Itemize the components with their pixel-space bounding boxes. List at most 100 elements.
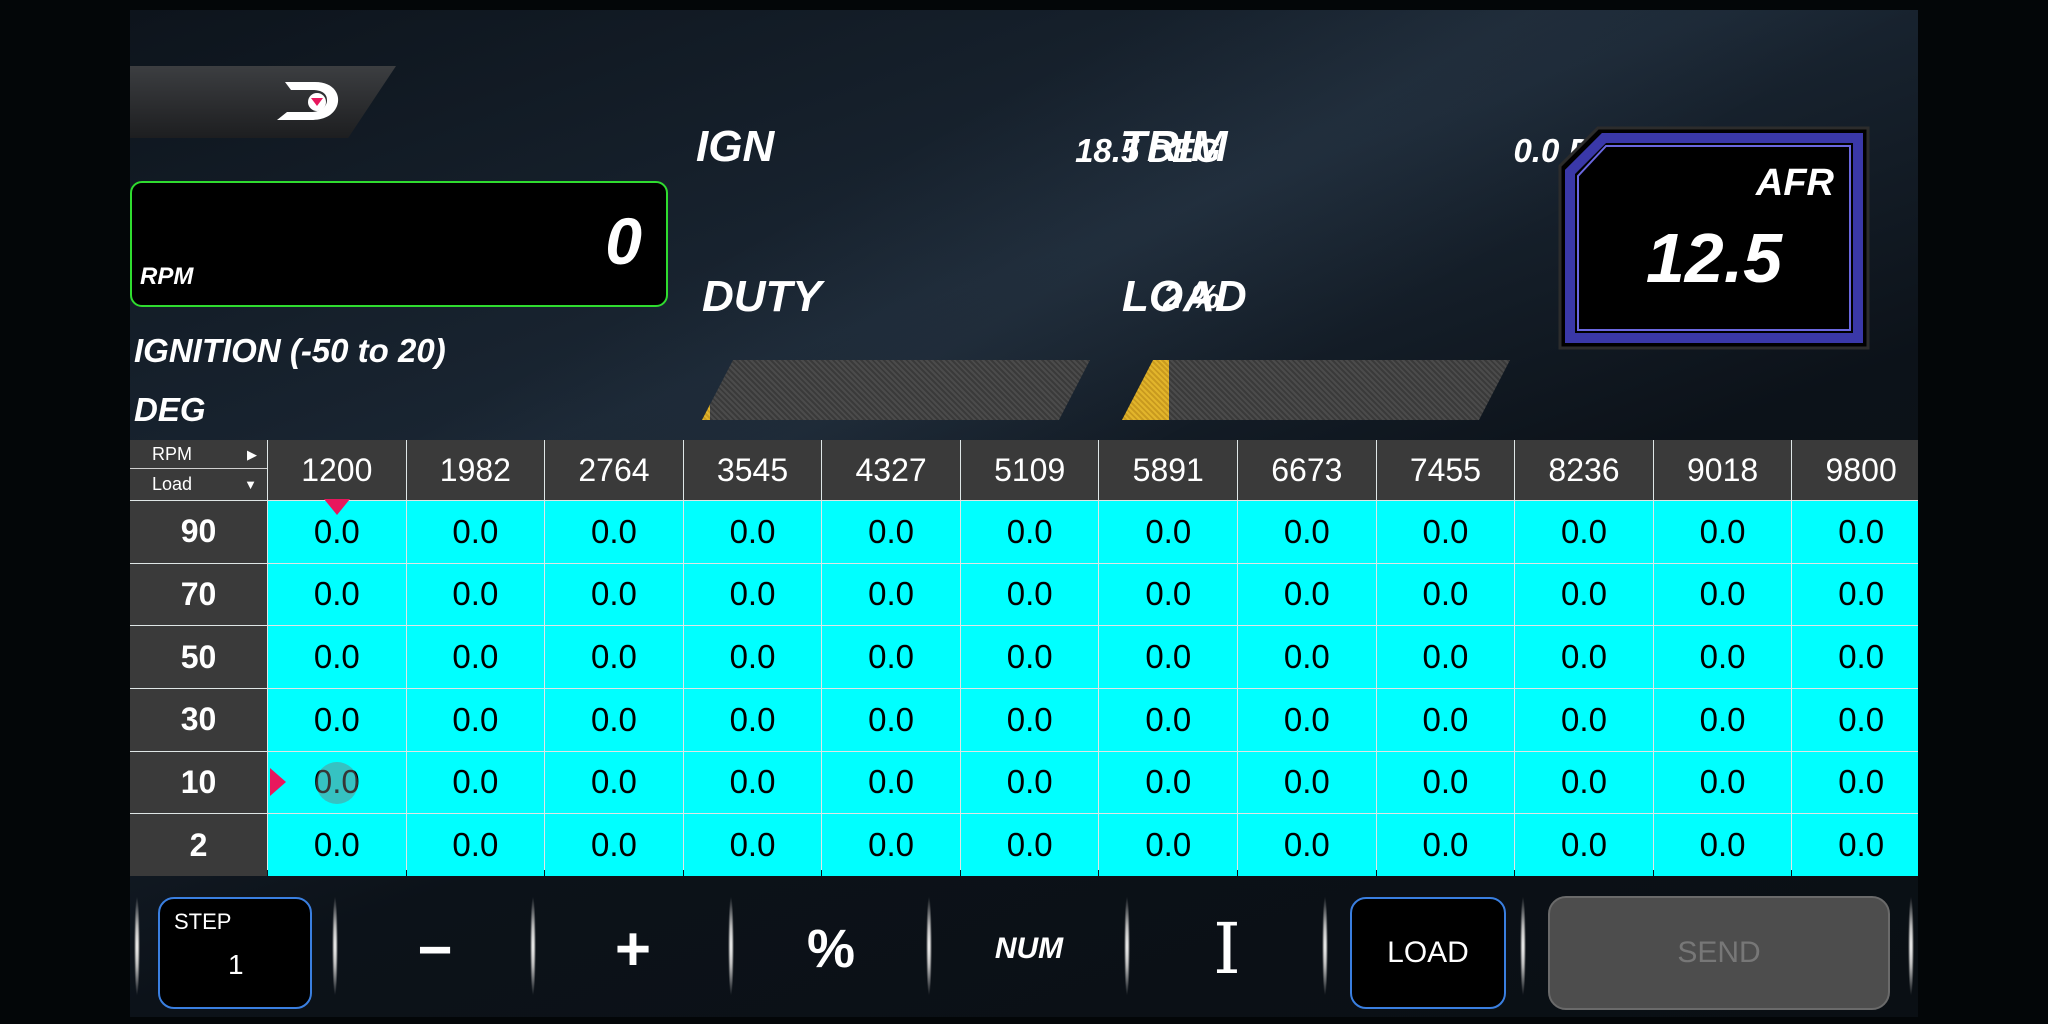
table-cell[interactable]: 0.0 bbox=[683, 626, 822, 688]
table-cell[interactable]: 0.0 bbox=[1653, 501, 1792, 563]
table-cell[interactable]: 0.0 bbox=[1515, 501, 1653, 563]
table-cell[interactable]: 0.0 bbox=[683, 814, 822, 876]
table-cell[interactable]: 0.0 bbox=[1376, 688, 1515, 751]
rpm-column-header[interactable]: 2764 bbox=[545, 440, 683, 500]
table-cell[interactable]: 0.0 bbox=[1099, 688, 1238, 751]
rpm-column-header[interactable]: 1200 bbox=[268, 440, 406, 500]
table-cell[interactable]: 0.0 bbox=[822, 626, 960, 688]
table-cell[interactable]: 0.0 bbox=[268, 499, 406, 563]
table-cell[interactable]: 0.0 bbox=[960, 751, 1099, 814]
table-cell[interactable]: 0.0 bbox=[1376, 751, 1515, 814]
rpm-column-header[interactable]: 6673 bbox=[1238, 440, 1376, 500]
rpm-column-header[interactable]: 4327 bbox=[822, 440, 960, 500]
table-cell[interactable]: 0.0 bbox=[960, 688, 1099, 751]
table-cell[interactable]: 0.0 bbox=[1515, 563, 1653, 626]
table-cell[interactable]: 0.0 bbox=[822, 814, 960, 876]
table-cell[interactable]: 0.0 bbox=[406, 688, 545, 751]
table-cell[interactable]: 0.0 bbox=[545, 626, 683, 688]
table-cell[interactable]: 0.0 bbox=[960, 563, 1099, 626]
table-cell[interactable]: 0.0 bbox=[545, 563, 683, 626]
table-cell[interactable]: 0.0 bbox=[406, 626, 545, 688]
rpm-column-header[interactable]: 1982 bbox=[406, 440, 545, 500]
table-cell[interactable]: 0.0 bbox=[268, 814, 406, 876]
table-cell[interactable]: 0.0 bbox=[1653, 626, 1792, 688]
table-cell[interactable]: 0.0 bbox=[1515, 814, 1653, 876]
table-cell[interactable]: 0.0 bbox=[268, 688, 406, 751]
percent-button[interactable]: % bbox=[806, 919, 855, 979]
table-cell[interactable]: 0.0 bbox=[1653, 688, 1792, 751]
table-cell[interactable]: 0.0 bbox=[545, 751, 683, 814]
table-cell[interactable]: 0.0 bbox=[545, 688, 683, 751]
table-cell[interactable]: 0.0 bbox=[1376, 814, 1515, 876]
table-cell[interactable]: 0.0 bbox=[545, 501, 683, 563]
table-cell[interactable]: 0.0 bbox=[1792, 814, 1918, 876]
logo-tab[interactable] bbox=[130, 66, 396, 138]
table-cell[interactable]: 0.0 bbox=[683, 751, 822, 814]
table-cell[interactable]: 0.0 bbox=[1238, 563, 1376, 626]
table-cell[interactable]: 0.0 bbox=[960, 814, 1099, 876]
load-axis-selector[interactable]: Load ▼ bbox=[130, 470, 267, 499]
table-cell[interactable]: 0.0 bbox=[1238, 626, 1376, 688]
table-cell[interactable]: 0.0 bbox=[1792, 751, 1918, 814]
table-cell[interactable]: 0.0 bbox=[683, 688, 822, 751]
load-row-header[interactable]: 70 bbox=[130, 563, 267, 626]
load-row-header[interactable]: 50 bbox=[130, 626, 267, 688]
table-cell[interactable]: 0.0 bbox=[1376, 501, 1515, 563]
table-cell[interactable]: 0.0 bbox=[822, 563, 960, 626]
table-cell[interactable]: 0.0 bbox=[1376, 563, 1515, 626]
rpm-column-header[interactable]: 9800 bbox=[1792, 440, 1918, 500]
table-cell[interactable]: 0.0 bbox=[1099, 626, 1238, 688]
table-cell[interactable]: 0.0 bbox=[1099, 751, 1238, 814]
table-cell[interactable]: 0.0 bbox=[1653, 563, 1792, 626]
rpm-column-header[interactable]: 9018 bbox=[1653, 440, 1792, 500]
table-cell[interactable]: 0.0 bbox=[1376, 626, 1515, 688]
table-cell[interactable]: 0.0 bbox=[1099, 814, 1238, 876]
table-cell[interactable]: 0.0 bbox=[268, 751, 406, 814]
table-cell[interactable]: 0.0 bbox=[1099, 563, 1238, 626]
rpm-axis-selector[interactable]: RPM ▶ bbox=[130, 440, 267, 469]
table-cell[interactable]: 0.0 bbox=[1653, 751, 1792, 814]
table-cell[interactable]: 0.0 bbox=[683, 563, 822, 626]
table-cell[interactable]: 0.0 bbox=[1653, 814, 1792, 876]
interpolate-button[interactable]: I bbox=[1213, 908, 1241, 990]
rpm-column-header[interactable]: 5109 bbox=[960, 440, 1099, 500]
table-cell[interactable]: 0.0 bbox=[406, 751, 545, 814]
table-cell[interactable]: 0.0 bbox=[406, 814, 545, 876]
send-button[interactable]: SEND bbox=[1548, 896, 1890, 1010]
table-cell[interactable]: 0.0 bbox=[1238, 501, 1376, 563]
load-row-header[interactable]: 90 bbox=[130, 501, 267, 563]
table-cell[interactable]: 0.0 bbox=[1238, 814, 1376, 876]
increment-button[interactable]: + bbox=[614, 914, 652, 984]
table-cell[interactable]: 0.0 bbox=[268, 563, 406, 626]
table-cell[interactable]: 0.0 bbox=[1515, 626, 1653, 688]
table-cell[interactable]: 0.0 bbox=[1792, 501, 1918, 563]
table-cell[interactable]: 0.0 bbox=[406, 501, 545, 563]
table-cell[interactable]: 0.0 bbox=[1238, 751, 1376, 814]
table-cell[interactable]: 0.0 bbox=[960, 626, 1099, 688]
num-button[interactable]: NUM bbox=[994, 932, 1064, 965]
table-cell[interactable]: 0.0 bbox=[1792, 563, 1918, 626]
table-cell[interactable]: 0.0 bbox=[1099, 501, 1238, 563]
rpm-column-header[interactable]: 5891 bbox=[1099, 440, 1238, 500]
table-cell[interactable]: 0.0 bbox=[822, 501, 960, 563]
rpm-column-header[interactable]: 7455 bbox=[1376, 440, 1515, 500]
table-cell[interactable]: 0.0 bbox=[960, 501, 1099, 563]
table-cell[interactable]: 0.0 bbox=[822, 751, 960, 814]
load-button[interactable]: LOAD bbox=[1350, 897, 1506, 1009]
load-row-header[interactable]: 30 bbox=[130, 688, 267, 751]
table-cell[interactable]: 0.0 bbox=[1238, 688, 1376, 751]
table-cell[interactable]: 0.0 bbox=[545, 814, 683, 876]
load-row-header[interactable]: 10 bbox=[130, 751, 267, 814]
table-cell[interactable]: 0.0 bbox=[822, 688, 960, 751]
rpm-column-header[interactable]: 8236 bbox=[1515, 440, 1653, 500]
table-cell[interactable]: 0.0 bbox=[406, 563, 545, 626]
rpm-column-header[interactable]: 3545 bbox=[683, 440, 822, 500]
step-button[interactable]: STEP 1 bbox=[158, 897, 312, 1009]
table-cell[interactable]: 0.0 bbox=[1792, 688, 1918, 751]
load-row-header[interactable]: 2 bbox=[130, 814, 267, 876]
decrement-button[interactable]: − bbox=[417, 915, 453, 983]
table-cell[interactable]: 0.0 bbox=[1792, 626, 1918, 688]
table-cell[interactable]: 0.0 bbox=[683, 501, 822, 563]
table-cell[interactable]: 0.0 bbox=[1515, 751, 1653, 814]
table-cell[interactable]: 0.0 bbox=[1515, 688, 1653, 751]
